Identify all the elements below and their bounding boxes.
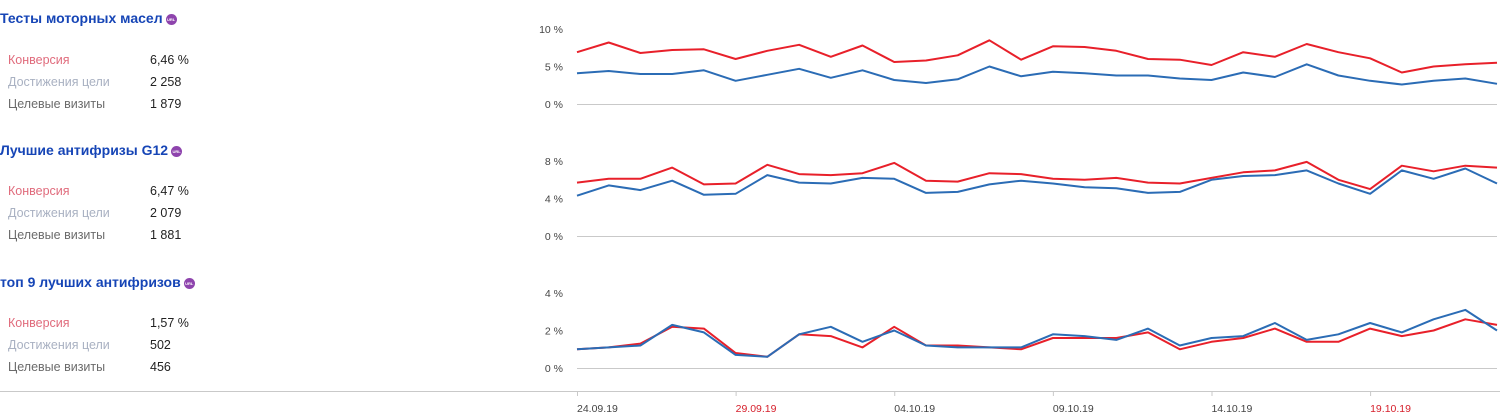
date-label: 19.10.19 — [1370, 403, 1411, 415]
goal-block-2: Лучшие антифризы G12 URL Конверсия 6,47 %… — [0, 142, 520, 252]
goal-title[interactable]: топ 9 лучших антифризов URL — [0, 274, 195, 290]
goal-title[interactable]: Лучшие антифризы G12 URL — [0, 142, 183, 158]
y-tick-label: 0 % — [545, 363, 563, 375]
date-label: 29.09.19 — [736, 403, 777, 415]
metric-value: 2 258 — [150, 75, 182, 89]
goal-block-3: топ 9 лучших антифризов URL Конверсия 1,5… — [0, 274, 520, 384]
date-label: 24.09.19 — [577, 403, 618, 415]
series-line-red — [576, 39, 1498, 74]
metric-value: 456 — [150, 360, 171, 374]
metric-value: 1,57 % — [150, 316, 189, 330]
metric-conversion: Конверсия 1,57 % — [8, 316, 189, 330]
y-tick-label: 8 % — [545, 156, 563, 168]
metric-value: 6,47 % — [150, 184, 189, 198]
metric-target-visits: Целевые визиты 456 — [8, 360, 171, 374]
y-tick-label: 2 % — [545, 326, 563, 338]
date-label: 14.10.19 — [1211, 403, 1252, 415]
y-tick-label: 10 % — [539, 24, 563, 36]
metric-label: Целевые визиты — [8, 97, 106, 111]
goal-title-text[interactable]: топ 9 лучших антифризов — [0, 274, 181, 290]
metric-label: Целевые визиты — [8, 360, 106, 374]
goal-title-text[interactable]: Лучшие антифризы G12 — [0, 142, 169, 158]
date-label: 04.10.19 — [894, 403, 935, 415]
y-tick-label: 0 % — [545, 231, 563, 243]
y-tick-label: 5 % — [545, 62, 563, 74]
y-tick-label: 4 % — [545, 194, 563, 206]
series-line-red — [576, 318, 1498, 358]
goal-title-text[interactable]: Тесты моторных масел — [0, 10, 163, 26]
metric-target-visits: Целевые визиты 1 881 — [8, 228, 181, 242]
metric-value: 2 079 — [150, 206, 182, 220]
metric-label: Достижения цели — [8, 75, 110, 89]
metric-label: Конверсия — [8, 316, 70, 330]
series-line-blue — [576, 308, 1498, 358]
goal-block-1: Тесты моторных масел URL Конверсия 6,46 %… — [0, 10, 520, 120]
metric-label: Целевые визиты — [8, 228, 106, 242]
metric-value: 502 — [150, 338, 171, 352]
metric-conversion: Конверсия 6,46 % — [8, 53, 189, 67]
url-badge-icon: URL — [183, 278, 195, 289]
series-line-red — [576, 160, 1498, 191]
metric-label: Достижения цели — [8, 338, 110, 352]
metric-label: Конверсия — [8, 53, 70, 67]
metric-goal-reaches: Достижения цели 2 258 — [8, 75, 181, 89]
series-line-blue — [576, 167, 1498, 197]
metric-value: 1 881 — [150, 228, 182, 242]
y-tick-label: 4 % — [545, 288, 563, 300]
date-label: 09.10.19 — [1053, 403, 1094, 415]
y-tick-label: 0 % — [545, 99, 563, 111]
metric-value: 1 879 — [150, 97, 182, 111]
metric-goal-reaches: Достижения цели 2 079 — [8, 206, 181, 220]
goal-title[interactable]: Тесты моторных масел URL — [0, 10, 177, 26]
metric-label: Достижения цели — [8, 206, 110, 220]
metric-value: 6,46 % — [150, 53, 189, 67]
url-badge-icon: URL — [165, 14, 177, 25]
metric-target-visits: Целевые визиты 1 879 — [8, 97, 181, 111]
series-line-blue — [576, 63, 1498, 86]
metric-goal-reaches: Достижения цели 502 — [8, 338, 171, 352]
metric-conversion: Конверсия 6,47 % — [8, 184, 189, 198]
metric-label: Конверсия — [8, 184, 70, 198]
url-badge-icon: URL — [171, 146, 183, 157]
